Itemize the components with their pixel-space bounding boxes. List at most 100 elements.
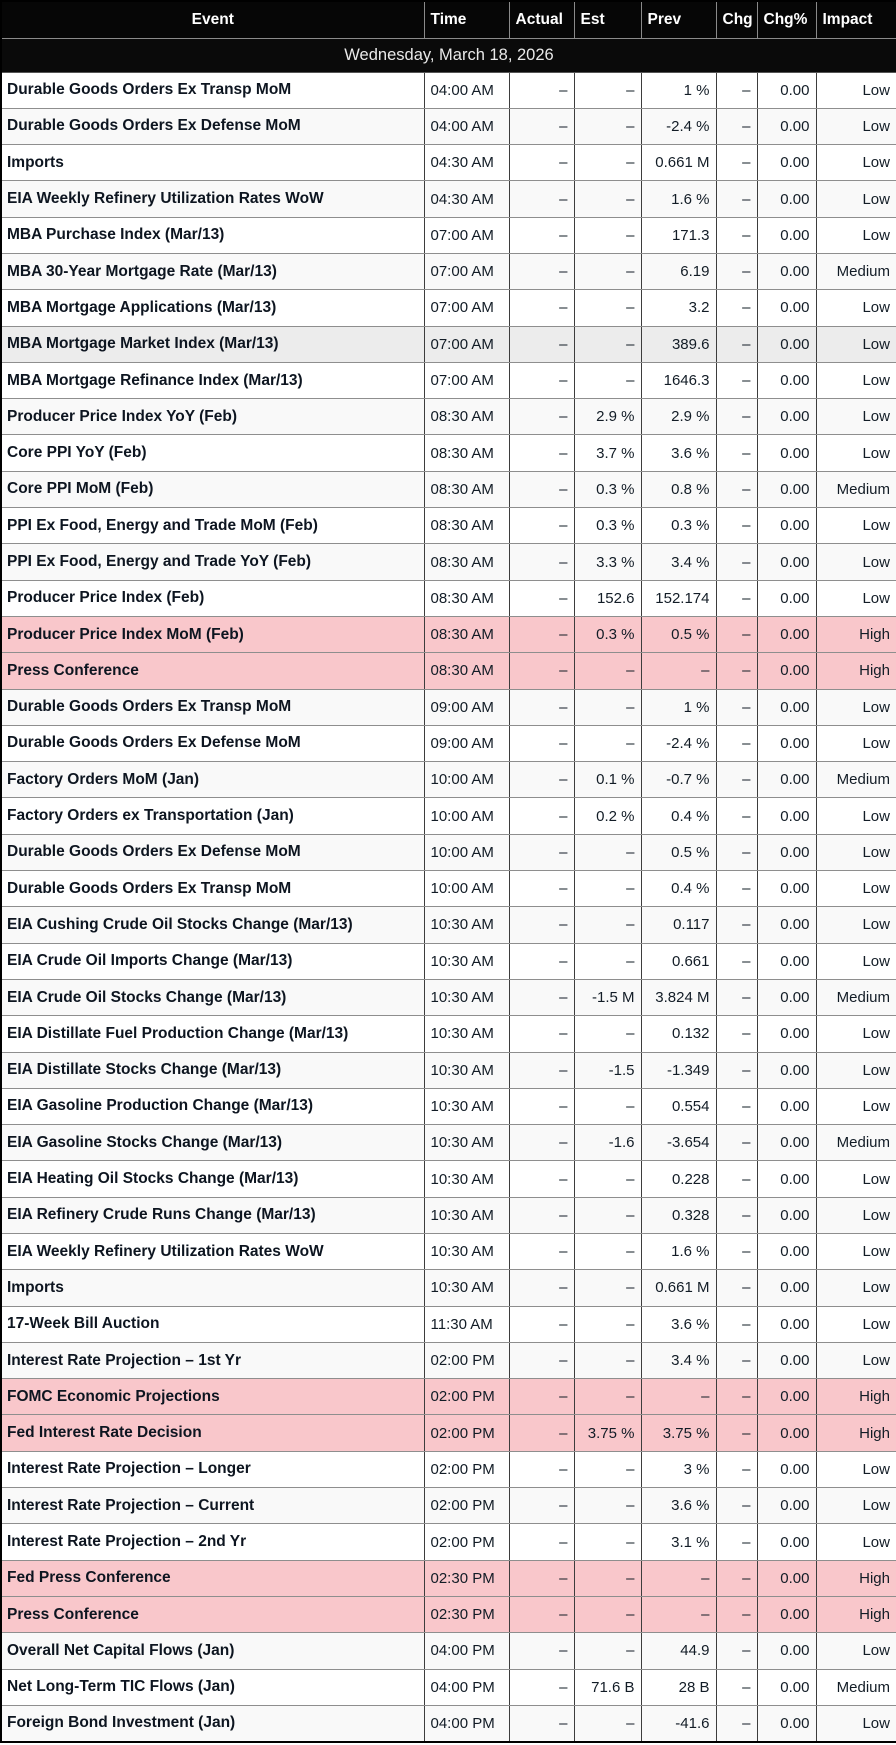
actual-cell: – xyxy=(509,507,575,545)
event-row[interactable]: Foreign Bond Investment (Jan) 04:00 PM – – -… xyxy=(1,1705,896,1743)
chg-cell: – xyxy=(716,1523,758,1561)
event-row[interactable]: Press Conference 02:30 PM – – – –0.00 High xyxy=(1,1596,896,1634)
actual-cell: – xyxy=(509,1560,575,1597)
event-row[interactable]: MBA 30-Year Mortgage Rate (Mar/13) 07:00 … xyxy=(1,253,896,291)
event-row[interactable]: Producer Price Index (Feb) 08:30 AM –152.6… xyxy=(1,580,896,617)
chgpct-cell: 0.00 xyxy=(757,616,817,654)
time-cell: 02:00 PM xyxy=(424,1523,510,1561)
event-row[interactable]: Interest Rate Projection – 2nd Yr 02:00 P… xyxy=(1,1523,896,1561)
est-cell: -1.6 xyxy=(574,1124,642,1162)
chgpct-cell: 0.00 xyxy=(757,326,817,363)
event-row[interactable]: Overall Net Capital Flows (Jan) 04:00 PM –… xyxy=(1,1632,896,1670)
chg-cell: – xyxy=(716,725,758,763)
event-row[interactable]: MBA Purchase Index (Mar/13) 07:00 AM – –171… xyxy=(1,217,896,254)
prev-cell: 2.9 % xyxy=(641,398,717,436)
event-row[interactable]: Fed Press Conference 02:30 PM – – – –0.00 High xyxy=(1,1560,896,1597)
event-row[interactable]: PPI Ex Food, Energy and Trade YoY (Feb) 0… xyxy=(1,543,896,581)
date-header-row: Wednesday, March 18, 2026 xyxy=(1,38,896,73)
event-cell: EIA Crude Oil Imports Change (Mar/13) xyxy=(1,943,425,980)
chgpct-cell: 0.00 xyxy=(757,1487,817,1525)
chgpct-cell: 0.00 xyxy=(757,1632,817,1670)
prev-cell: -2.4 % xyxy=(641,108,717,146)
est-cell: -1.5 xyxy=(574,1052,642,1089)
prev-cell: -1.349 xyxy=(641,1052,717,1089)
event-row[interactable]: Imports 10:30 AM – –0.661 M –0.00 Low xyxy=(1,1269,896,1307)
est-cell: – xyxy=(574,1632,642,1670)
prev-cell: 3.1 % xyxy=(641,1523,717,1561)
event-row[interactable]: 17-Week Bill Auction 11:30 AM – –3.6 % –0.00… xyxy=(1,1306,896,1343)
actual-cell: – xyxy=(509,180,575,218)
chgpct-cell: 0.00 xyxy=(757,72,817,109)
event-row[interactable]: EIA Gasoline Stocks Change (Mar/13) 10:30… xyxy=(1,1124,896,1162)
time-cell: 04:00 AM xyxy=(424,72,510,109)
event-row[interactable]: PPI Ex Food, Energy and Trade MoM (Feb) 0… xyxy=(1,507,896,545)
impact-cell: Low xyxy=(816,1088,896,1126)
est-cell: – xyxy=(574,326,642,363)
chgpct-cell: 0.00 xyxy=(757,1015,817,1053)
time-cell: 10:30 AM xyxy=(424,1015,510,1053)
event-row[interactable]: Factory Orders ex Transportation (Jan) 10… xyxy=(1,797,896,835)
event-row[interactable]: Imports 04:30 AM – –0.661 M –0.00 Low xyxy=(1,144,896,182)
event-row[interactable]: Fed Interest Rate Decision 02:00 PM –3.75 … xyxy=(1,1414,896,1452)
time-cell: 07:00 AM xyxy=(424,253,510,291)
event-row[interactable]: MBA Mortgage Applications (Mar/13) 07:00 … xyxy=(1,289,896,327)
event-row[interactable]: Net Long-Term TIC Flows (Jan) 04:00 PM –71… xyxy=(1,1669,896,1706)
event-row[interactable]: Producer Price Index YoY (Feb) 08:30 AM –2… xyxy=(1,398,896,436)
prev-cell: 0.132 xyxy=(641,1015,717,1053)
actual-cell: – xyxy=(509,1487,575,1525)
time-cell: 07:00 AM xyxy=(424,217,510,254)
event-row[interactable]: EIA Distillate Fuel Production Change (M… xyxy=(1,1015,896,1053)
event-row[interactable]: MBA Mortgage Refinance Index (Mar/13) 07:… xyxy=(1,362,896,400)
chg-cell: – xyxy=(716,289,758,327)
event-row[interactable]: EIA Refinery Crude Runs Change (Mar/13) 1… xyxy=(1,1197,896,1235)
actual-cell: – xyxy=(509,1451,575,1489)
event-row[interactable]: MBA Mortgage Market Index (Mar/13) 07:00 … xyxy=(1,326,896,363)
event-row[interactable]: EIA Heating Oil Stocks Change (Mar/13) 10… xyxy=(1,1160,896,1198)
actual-cell: – xyxy=(509,616,575,654)
actual-cell: – xyxy=(509,1233,575,1271)
chg-cell: – xyxy=(716,1669,758,1706)
event-row[interactable]: Interest Rate Projection – Current 02:00 … xyxy=(1,1487,896,1525)
impact-cell: Low xyxy=(816,398,896,436)
event-row[interactable]: EIA Weekly Refinery Utilization Rates Wo… xyxy=(1,180,896,218)
actual-cell: – xyxy=(509,761,575,799)
chg-cell: – xyxy=(716,652,758,690)
event-row[interactable]: Press Conference 08:30 AM – – – –0.00 High xyxy=(1,652,896,690)
prev-cell: 0.5 % xyxy=(641,616,717,654)
event-row[interactable]: Durable Goods Orders Ex Defense MoM 10:00… xyxy=(1,834,896,872)
event-row[interactable]: FOMC Economic Projections 02:00 PM – – – –0.0… xyxy=(1,1378,896,1416)
event-row[interactable]: Durable Goods Orders Ex Transp MoM 09:00 … xyxy=(1,689,896,726)
event-row[interactable]: Factory Orders MoM (Jan) 10:00 AM –0.1 % -0… xyxy=(1,761,896,799)
event-row[interactable]: Producer Price Index MoM (Feb) 08:30 AM –0… xyxy=(1,616,896,654)
event-row[interactable]: Durable Goods Orders Ex Transp MoM 04:00 … xyxy=(1,72,896,109)
impact-cell: Low xyxy=(816,1306,896,1343)
impact-cell: Low xyxy=(816,1523,896,1561)
event-row[interactable]: Interest Rate Projection – Longer 02:00 P… xyxy=(1,1451,896,1489)
event-row[interactable]: EIA Distillate Stocks Change (Mar/13) 10:… xyxy=(1,1052,896,1089)
event-row[interactable]: Core PPI MoM (Feb) 08:30 AM –0.3 % 0.8 % –0.… xyxy=(1,471,896,509)
actual-cell: – xyxy=(509,434,575,472)
event-row[interactable]: Durable Goods Orders Ex Defense MoM 04:00… xyxy=(1,108,896,146)
chgpct-cell: 0.00 xyxy=(757,434,817,472)
event-row[interactable]: EIA Cushing Crude Oil Stocks Change (Mar… xyxy=(1,906,896,944)
time-cell: 10:00 AM xyxy=(424,761,510,799)
est-cell: 3.7 % xyxy=(574,434,642,472)
prev-cell: 0.4 % xyxy=(641,797,717,835)
event-row[interactable]: EIA Gasoline Production Change (Mar/13) 1… xyxy=(1,1088,896,1126)
event-row[interactable]: EIA Crude Oil Imports Change (Mar/13) 10:… xyxy=(1,943,896,980)
event-row[interactable]: Core PPI YoY (Feb) 08:30 AM –3.7 % 3.6 % –0.… xyxy=(1,434,896,472)
event-cell: EIA Cushing Crude Oil Stocks Change (Mar… xyxy=(1,906,425,944)
event-row[interactable]: EIA Crude Oil Stocks Change (Mar/13) 10:3… xyxy=(1,979,896,1017)
event-row[interactable]: Interest Rate Projection – 1st Yr 02:00 P… xyxy=(1,1342,896,1380)
date-header: Wednesday, March 18, 2026 xyxy=(1,38,896,73)
chgpct-cell: 0.00 xyxy=(757,180,817,218)
event-row[interactable]: EIA Weekly Refinery Utilization Rates Wo… xyxy=(1,1233,896,1271)
event-row[interactable]: Durable Goods Orders Ex Defense MoM 09:00… xyxy=(1,725,896,763)
event-cell: MBA Mortgage Market Index (Mar/13) xyxy=(1,326,425,363)
column-header-time: Time xyxy=(424,1,510,39)
impact-cell: Low xyxy=(816,943,896,980)
event-cell: PPI Ex Food, Energy and Trade MoM (Feb) xyxy=(1,507,425,545)
event-cell: EIA Heating Oil Stocks Change (Mar/13) xyxy=(1,1160,425,1198)
event-row[interactable]: Durable Goods Orders Ex Transp MoM 10:00 … xyxy=(1,870,896,908)
chg-cell: – xyxy=(716,1269,758,1307)
